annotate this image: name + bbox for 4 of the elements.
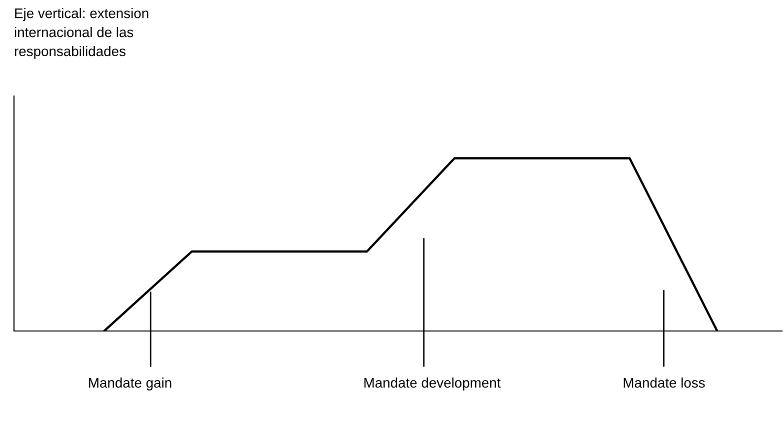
- text: Mandate loss: [624, 378, 705, 388]
- text: Mandate gain: [89, 378, 172, 390]
- text: Mandate development: [364, 378, 501, 390]
- text: Eje vertical: extension internacional de las responsabilidades: [14, 8, 148, 59]
